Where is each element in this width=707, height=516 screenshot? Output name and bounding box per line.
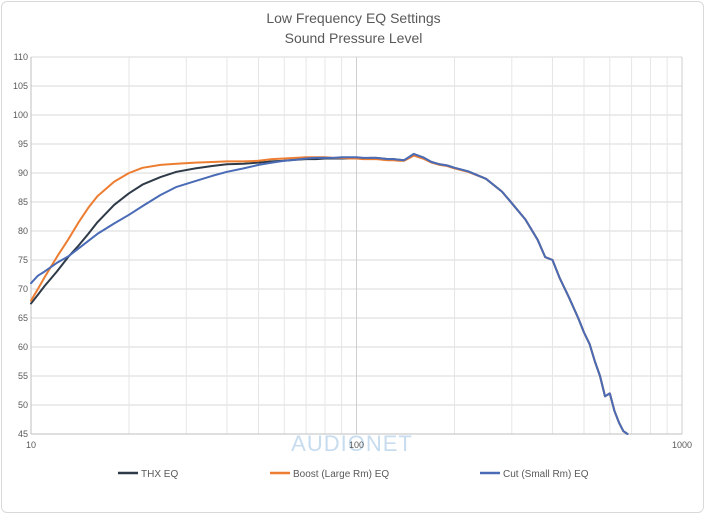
y-tick-label: 100 xyxy=(13,110,28,120)
y-tick-label: 55 xyxy=(18,371,28,381)
y-tick-label: 45 xyxy=(18,429,28,439)
x-tick-label: 1000 xyxy=(672,440,692,450)
chart-title: Low Frequency EQ Settings xyxy=(266,10,441,26)
legend: THX EQ Boost (Large Rm) EQ Cut (Small Rm) … xyxy=(118,469,589,480)
watermark-subtext: · · · · · · · xyxy=(323,456,382,462)
y-tick-label: 110 xyxy=(14,52,28,62)
y-tick-label: 65 xyxy=(18,313,28,323)
y-tick-label: 80 xyxy=(18,226,28,236)
chart-subtitle: Sound Pressure Level xyxy=(284,30,423,46)
y-tick-label: 70 xyxy=(18,284,28,294)
legend-label: Boost (Large Rm) EQ xyxy=(293,469,389,480)
watermark: AUDIONET · · · · · · · xyxy=(291,431,413,462)
watermark-text: AUDIONET xyxy=(291,431,413,456)
x-axis-ticks: 10 100 1000 xyxy=(26,440,692,450)
x-tick-label: 10 xyxy=(26,440,36,450)
legend-label: THX EQ xyxy=(141,469,178,480)
series-line-1 xyxy=(30,153,629,435)
series-line-2 xyxy=(30,154,629,435)
y-tick-label: 60 xyxy=(18,342,28,352)
y-tick-label: 90 xyxy=(18,168,28,178)
y-axis-ticks: 45 50 55 60 65 70 75 80 85 90 95 100 105 110 xyxy=(13,52,28,439)
y-tick-label: 95 xyxy=(18,139,28,149)
grid-lines xyxy=(30,56,683,435)
y-tick-label: 75 xyxy=(18,255,28,265)
legend-label: Cut (Small Rm) EQ xyxy=(503,469,589,480)
series-lines xyxy=(30,152,629,435)
series-line-3 xyxy=(30,152,629,435)
x-tick-label: 100 xyxy=(349,440,364,450)
y-tick-label: 85 xyxy=(18,197,28,207)
y-tick-label: 50 xyxy=(18,400,28,410)
y-tick-label: 105 xyxy=(13,81,28,91)
